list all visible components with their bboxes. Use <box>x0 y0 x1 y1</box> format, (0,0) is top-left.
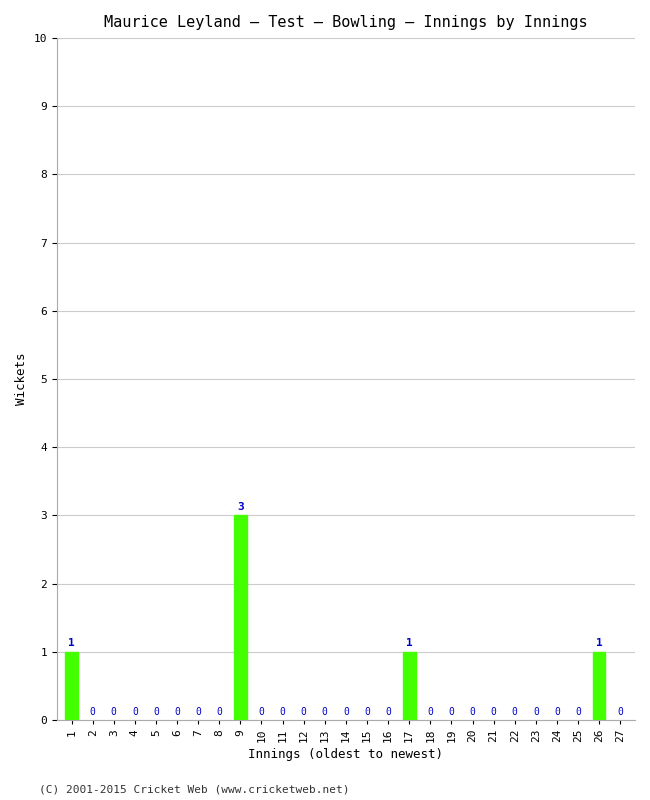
Text: 0: 0 <box>364 707 370 717</box>
Text: 0: 0 <box>618 707 623 717</box>
Text: 0: 0 <box>469 707 475 717</box>
Text: 0: 0 <box>554 707 560 717</box>
Text: 3: 3 <box>237 502 244 512</box>
Text: 1: 1 <box>596 638 603 648</box>
Text: 0: 0 <box>448 707 454 717</box>
Text: 0: 0 <box>259 707 265 717</box>
Text: 1: 1 <box>406 638 413 648</box>
Text: 0: 0 <box>427 707 434 717</box>
Text: 0: 0 <box>512 707 517 717</box>
Text: 1: 1 <box>68 638 75 648</box>
Text: (C) 2001-2015 Cricket Web (www.cricketweb.net): (C) 2001-2015 Cricket Web (www.cricketwe… <box>39 784 350 794</box>
Text: 0: 0 <box>90 707 96 717</box>
Text: 0: 0 <box>174 707 180 717</box>
Text: 0: 0 <box>533 707 539 717</box>
Bar <box>403 652 415 720</box>
Text: 0: 0 <box>132 707 138 717</box>
Bar <box>234 515 247 720</box>
Y-axis label: Wickets: Wickets <box>15 353 28 406</box>
Text: 0: 0 <box>385 707 391 717</box>
X-axis label: Innings (oldest to newest): Innings (oldest to newest) <box>248 748 443 761</box>
Text: 0: 0 <box>195 707 201 717</box>
Text: 0: 0 <box>280 707 285 717</box>
Bar <box>593 652 605 720</box>
Text: 0: 0 <box>491 707 497 717</box>
Text: 0: 0 <box>111 707 117 717</box>
Text: 0: 0 <box>301 707 307 717</box>
Text: 0: 0 <box>153 707 159 717</box>
Bar <box>65 652 78 720</box>
Text: 0: 0 <box>322 707 328 717</box>
Text: 0: 0 <box>343 707 349 717</box>
Text: 0: 0 <box>216 707 222 717</box>
Text: 0: 0 <box>575 707 581 717</box>
Title: Maurice Leyland – Test – Bowling – Innings by Innings: Maurice Leyland – Test – Bowling – Innin… <box>104 15 588 30</box>
